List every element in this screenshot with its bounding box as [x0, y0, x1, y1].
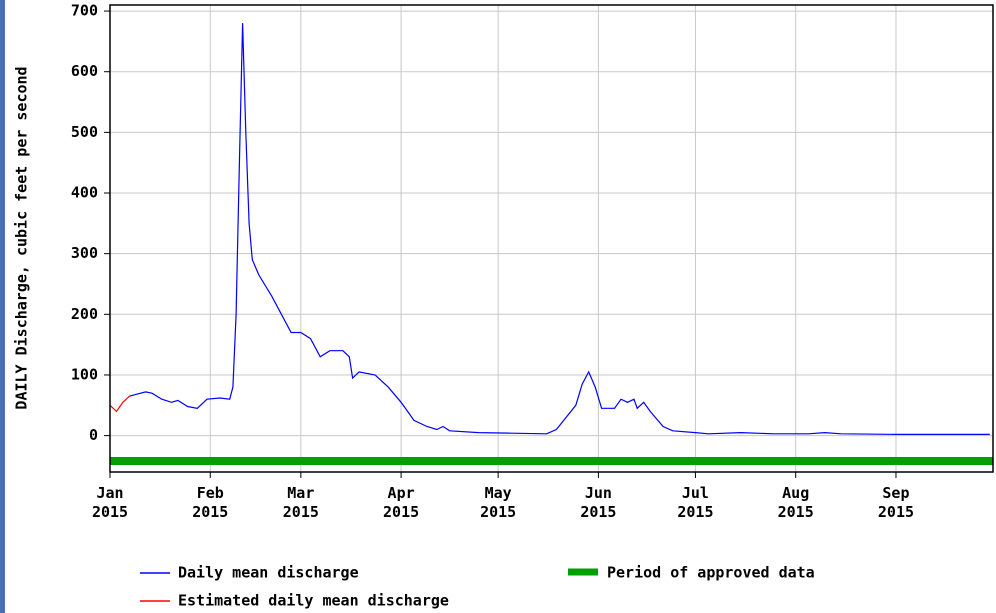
y-tick-label: 100 — [71, 365, 98, 383]
plot-area — [110, 5, 993, 472]
x-tick-label: Jul 2015 — [677, 484, 714, 521]
legend-label: Estimated daily mean discharge — [178, 592, 449, 610]
x-tick-label: May 2015 — [480, 484, 517, 521]
plot-frame — [109, 4, 994, 473]
legend-label: Daily mean discharge — [178, 564, 359, 582]
x-tick-label: Sep 2015 — [877, 484, 915, 521]
y-tick-label: 600 — [71, 62, 98, 80]
y-tick-label: 700 — [71, 2, 98, 20]
x-tick-label: Jun 2015 — [580, 484, 617, 521]
y-axis-label: DAILY Discharge, cubic feet per second — [13, 66, 31, 409]
page-border — [0, 0, 5, 613]
x-tick-label: Aug 2015 — [777, 484, 814, 521]
y-tick-label: 0 — [89, 426, 98, 444]
y-tick-label: 500 — [71, 123, 98, 141]
data-line — [129, 23, 990, 435]
x-tick-label: Jan 2015 — [91, 484, 129, 521]
y-tick-label: 300 — [71, 244, 98, 262]
legend-label: Period of approved data — [607, 564, 815, 582]
approved-period-bar — [110, 457, 993, 465]
x-tick-label: Apr 2015 — [383, 484, 420, 521]
y-tick-label: 200 — [71, 305, 98, 323]
data-line — [109, 395, 130, 413]
x-tick-label: Feb 2015 — [192, 484, 229, 521]
x-tick-label: Mar 2015 — [282, 484, 319, 521]
y-tick-label: 400 — [71, 184, 98, 202]
